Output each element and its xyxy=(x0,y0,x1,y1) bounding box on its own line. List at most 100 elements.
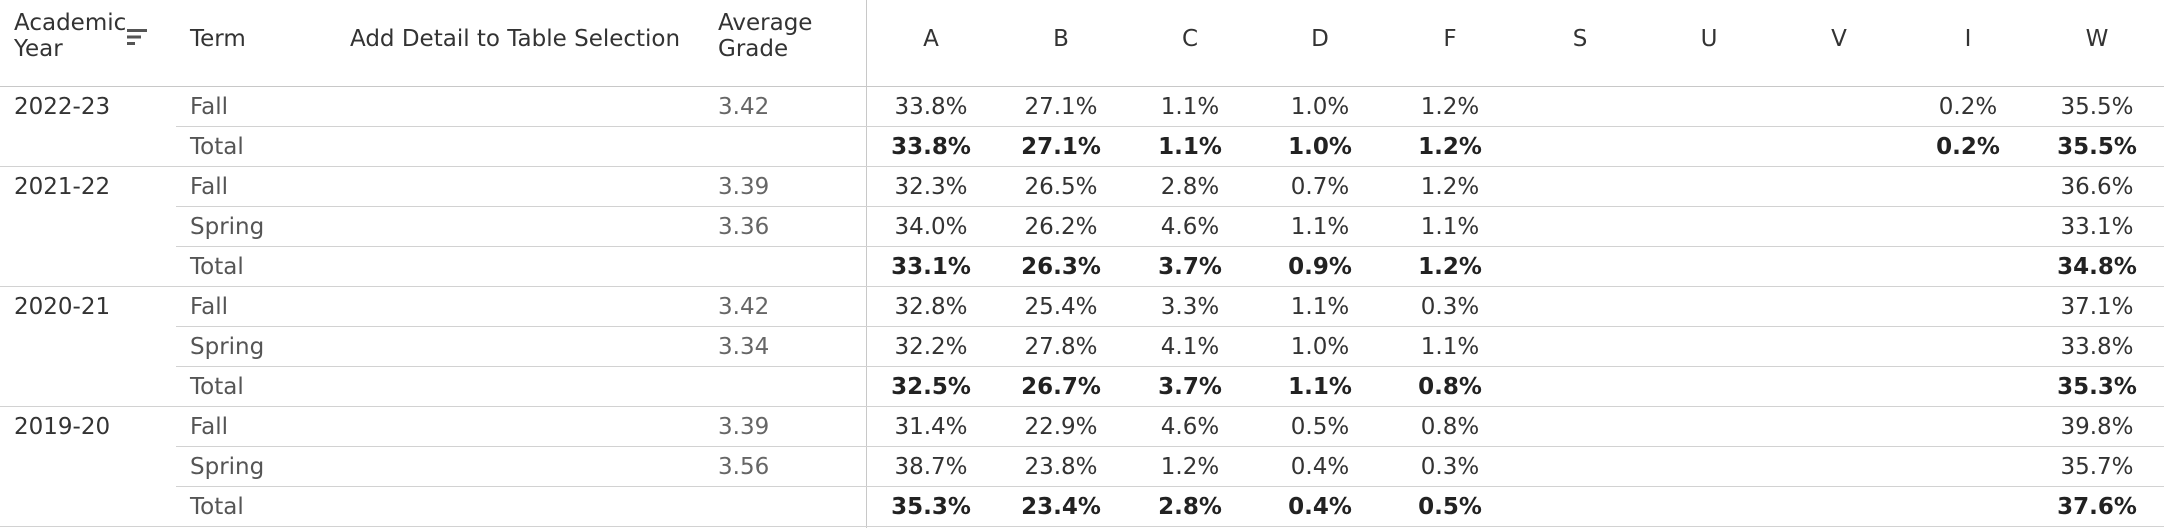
grade-value-cell-d: 1.1% xyxy=(1288,374,1352,400)
grade-value-cell-b: 26.2% xyxy=(1024,214,1098,240)
grade-value-cell-s xyxy=(1525,167,1635,207)
table-row[interactable]: Spring 3.36 34.0% 26.2% 4.6% 1.1% 1.1% 33.1% xyxy=(0,207,2164,247)
term-cell: Spring xyxy=(190,454,265,480)
average-grade-cell: 3.42 xyxy=(718,294,770,320)
table-row[interactable]: 2020-21 Fall 3.42 32.8% 25.4% 3.3% 1.1% 0.3% 37.… xyxy=(0,287,2164,327)
add-detail-selector[interactable]: Add Detail to Table Selection xyxy=(350,26,681,52)
grade-value-cell-f: 1.1% xyxy=(1420,334,1480,360)
grade-value-cell-f: 0.8% xyxy=(1420,414,1480,440)
grade-value-cell-w: 34.8% xyxy=(2057,254,2137,280)
grade-value-cell-u xyxy=(1654,87,1764,127)
grade-value-cell-f: 1.2% xyxy=(1418,254,1482,280)
academic-year-cell: 2021-22 xyxy=(14,174,111,200)
grade-value-cell-i xyxy=(1913,367,2023,407)
grade-value-cell-a: 32.3% xyxy=(894,174,968,200)
grade-value-cell-d: 0.7% xyxy=(1290,174,1350,200)
grade-value-cell-u xyxy=(1654,327,1764,367)
column-header-grade-b[interactable]: B xyxy=(1053,26,1069,52)
grade-value-cell-s xyxy=(1525,127,1635,167)
row-divider xyxy=(0,286,2164,287)
column-header-grade-v[interactable]: V xyxy=(1831,26,1847,52)
table-row[interactable]: Spring 3.56 38.7% 23.8% 1.2% 0.4% 0.3% 35.7% xyxy=(0,447,2164,487)
grade-value-cell-s xyxy=(1525,487,1635,527)
grade-value-cell-d: 1.0% xyxy=(1290,94,1350,120)
column-header-grade-c[interactable]: C xyxy=(1181,26,1199,52)
grade-value-cell-b: 27.1% xyxy=(1024,94,1098,120)
grade-value-cell-v xyxy=(1784,127,1894,167)
grade-value-cell-a: 34.0% xyxy=(894,214,968,240)
table-row[interactable]: 2021-22 Fall 3.39 32.3% 26.5% 2.8% 0.7% 1.2% 36.… xyxy=(0,167,2164,207)
term-cell: Total xyxy=(190,494,244,520)
average-grade-cell: 3.34 xyxy=(718,334,770,360)
grade-value-cell-w: 37.1% xyxy=(2060,294,2134,320)
column-header-grade-s[interactable]: S xyxy=(1572,26,1588,52)
column-header-average-grade[interactable]: Average Grade xyxy=(718,10,813,62)
term-cell: Fall xyxy=(190,294,228,320)
column-header-grade-a[interactable]: A xyxy=(923,26,939,52)
table-row-total[interactable]: Total 32.5% 26.7% 3.7% 1.1% 0.8% 35.3% xyxy=(0,367,2164,407)
table-row[interactable]: Spring 3.34 32.2% 27.8% 4.1% 1.0% 1.1% 33.8% xyxy=(0,327,2164,367)
average-grade-cell: 3.39 xyxy=(718,174,770,200)
grade-value-cell-a: 33.8% xyxy=(891,134,971,160)
column-header-grade-f[interactable]: F xyxy=(1443,26,1457,52)
grade-value-cell-w: 33.8% xyxy=(2060,334,2134,360)
academic-year-cell: 2019-20 xyxy=(14,414,111,440)
row-divider xyxy=(176,366,2164,367)
column-header-grade-d[interactable]: D xyxy=(1311,26,1329,52)
column-header-grade-i[interactable]: I xyxy=(1964,26,1972,52)
term-cell: Total xyxy=(190,134,244,160)
row-divider xyxy=(176,446,2164,447)
grade-value-cell-c: 4.1% xyxy=(1160,334,1220,360)
table-row-total[interactable]: Total 33.8% 27.1% 1.1% 1.0% 1.2% 0.2% 35.5% xyxy=(0,127,2164,167)
column-header-term[interactable]: Term xyxy=(190,26,246,52)
grade-value-cell-c: 1.2% xyxy=(1160,454,1220,480)
row-divider xyxy=(0,406,2164,407)
grade-value-cell-w: 37.6% xyxy=(2057,494,2137,520)
grade-value-cell-i xyxy=(1913,167,2023,207)
grade-value-cell-d: 0.9% xyxy=(1288,254,1352,280)
term-cell: Total xyxy=(190,254,244,280)
grade-value-cell-u xyxy=(1654,247,1764,287)
grade-value-cell-b: 25.4% xyxy=(1024,294,1098,320)
table-row[interactable]: 2019-20 Fall 3.39 31.4% 22.9% 4.6% 0.5% 0.8% 39.… xyxy=(0,407,2164,447)
grade-value-cell-f: 1.2% xyxy=(1420,94,1480,120)
grade-value-cell-f: 0.5% xyxy=(1418,494,1482,520)
grade-value-cell-f: 1.2% xyxy=(1418,134,1482,160)
row-divider xyxy=(0,526,2164,527)
row-divider xyxy=(176,126,2164,127)
grade-value-cell-v xyxy=(1784,327,1894,367)
row-divider xyxy=(176,326,2164,327)
column-header-academic-year[interactable]: Academic Year xyxy=(14,10,127,62)
grade-value-cell-i xyxy=(1913,487,2023,527)
average-grade-cell: 3.42 xyxy=(718,94,770,120)
grade-value-cell-c: 4.6% xyxy=(1160,414,1220,440)
grade-value-cell-d: 1.0% xyxy=(1290,334,1350,360)
grade-value-cell-w: 35.3% xyxy=(2057,374,2137,400)
grade-value-cell-w: 35.7% xyxy=(2060,454,2134,480)
table-row[interactable]: 2022-23 Fall 3.42 33.8% 27.1% 1.1% 1.0% 1.2% 0.2… xyxy=(0,87,2164,127)
grade-value-cell-s xyxy=(1525,287,1635,327)
grade-value-cell-i xyxy=(1913,447,2023,487)
grade-value-cell-d: 0.4% xyxy=(1290,454,1350,480)
grade-value-cell-a: 32.8% xyxy=(894,294,968,320)
grade-value-cell-a: 32.5% xyxy=(891,374,971,400)
grade-value-cell-s xyxy=(1525,407,1635,447)
grade-value-cell-s xyxy=(1525,247,1635,287)
grade-value-cell-s xyxy=(1525,367,1635,407)
average-grade-cell xyxy=(718,367,808,407)
grade-value-cell-i xyxy=(1913,407,2023,447)
grade-value-cell-c: 2.8% xyxy=(1158,494,1222,520)
grade-value-cell-s xyxy=(1525,327,1635,367)
grade-value-cell-v xyxy=(1784,167,1894,207)
column-header-grade-u[interactable]: U xyxy=(1700,26,1718,52)
grade-value-cell-f: 0.3% xyxy=(1420,294,1480,320)
column-header-grade-w[interactable]: W xyxy=(2085,26,2109,52)
row-divider xyxy=(0,166,2164,167)
sort-descending-icon[interactable] xyxy=(125,25,149,49)
table-row-total[interactable]: Total 33.1% 26.3% 3.7% 0.9% 1.2% 34.8% xyxy=(0,247,2164,287)
table-row-total[interactable]: Total 35.3% 23.4% 2.8% 0.4% 0.5% 37.6% xyxy=(0,487,2164,527)
average-grade-cell: 3.39 xyxy=(718,414,770,440)
average-grade-cell: 3.36 xyxy=(718,214,770,240)
grade-value-cell-v xyxy=(1784,87,1894,127)
